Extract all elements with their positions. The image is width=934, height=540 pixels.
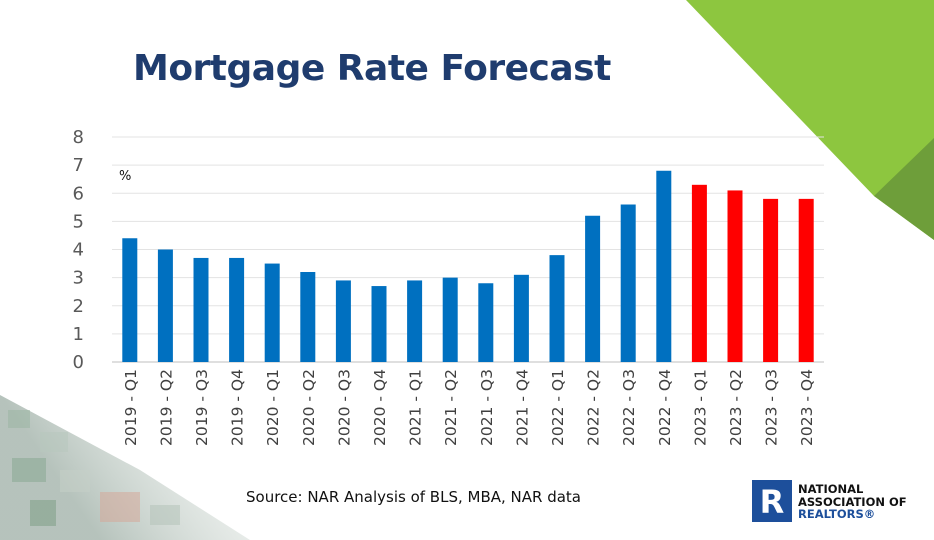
aerial-photo-details	[8, 410, 180, 526]
y-tick-label: 6	[73, 183, 84, 204]
x-tick-label: 2019 - Q2	[157, 369, 175, 446]
x-tick-label: 2019 - Q3	[193, 369, 211, 446]
x-tick-label: 2022 - Q3	[620, 369, 638, 446]
bar	[193, 257, 209, 362]
y-tick-label: 0	[73, 352, 84, 373]
bar	[585, 215, 601, 362]
green-corner-triangle-dark	[874, 138, 934, 240]
x-tick-label: 2023 - Q3	[763, 369, 781, 446]
y-tick-label: 3	[73, 268, 84, 289]
bar	[157, 249, 173, 362]
x-tick-label: 2021 - Q2	[442, 369, 460, 446]
bar	[727, 190, 743, 362]
logo-line-3: REALTORS®	[798, 507, 876, 521]
bar	[478, 283, 494, 362]
x-tick-label: 2020 - Q4	[371, 369, 389, 446]
realtor-r-logo-mark: R	[752, 480, 792, 522]
bar	[300, 272, 316, 362]
green-corner-triangle-light	[686, 0, 934, 240]
x-tick-label: 2020 - Q1	[264, 369, 282, 446]
source-note: Source: NAR Analysis of BLS, MBA, NAR da…	[246, 488, 582, 506]
x-tick-label: 2019 - Q1	[122, 369, 140, 446]
y-tick-label: 5	[73, 211, 84, 232]
bar	[229, 257, 245, 362]
x-tick-label: 2022 - Q1	[549, 369, 567, 446]
bar	[656, 170, 672, 362]
bar	[407, 280, 423, 362]
y-tick-label: 4	[73, 240, 84, 261]
page-title: Mortgage Rate Forecast	[133, 48, 611, 89]
bar	[335, 280, 351, 362]
logo-mark-letter: R	[760, 483, 785, 521]
bar	[122, 238, 138, 362]
x-tick-label: 2021 - Q4	[513, 369, 531, 446]
y-tick-label: 7	[73, 155, 84, 176]
aerial-photo-corner	[0, 395, 250, 540]
logo-line-2: ASSOCIATION OF	[798, 494, 907, 509]
bar	[371, 286, 387, 362]
bar	[798, 198, 814, 362]
bar	[442, 277, 458, 362]
x-tick-label: 2019 - Q4	[229, 369, 247, 446]
bar	[264, 263, 280, 362]
x-tick-label: 2022 - Q4	[656, 369, 674, 446]
unit-label: %	[119, 169, 131, 184]
bar	[549, 255, 565, 362]
nar-logo: R NATIONAL ASSOCIATION OF REALTORS®	[752, 480, 922, 524]
y-tick-label: 8	[73, 127, 84, 148]
logo-wordmark: NATIONAL ASSOCIATION OF REALTORS®	[798, 483, 907, 521]
logo-line-1: NATIONAL	[798, 482, 864, 496]
x-tick-label: 2023 - Q1	[691, 369, 709, 446]
bar	[620, 204, 636, 362]
x-tick-label: 2023 - Q4	[798, 369, 816, 446]
x-tick-label: 2021 - Q1	[407, 369, 425, 446]
bar	[513, 274, 529, 362]
y-tick-label: 1	[73, 324, 84, 345]
bar	[763, 198, 779, 362]
x-tick-label: 2023 - Q2	[727, 369, 745, 446]
x-tick-label: 2021 - Q3	[478, 369, 496, 446]
x-tick-label: 2020 - Q2	[300, 369, 318, 446]
x-tick-label: 2022 - Q2	[585, 369, 603, 446]
y-tick-label: 2	[73, 296, 84, 317]
bar	[691, 184, 707, 362]
x-tick-label: 2020 - Q3	[335, 369, 353, 446]
